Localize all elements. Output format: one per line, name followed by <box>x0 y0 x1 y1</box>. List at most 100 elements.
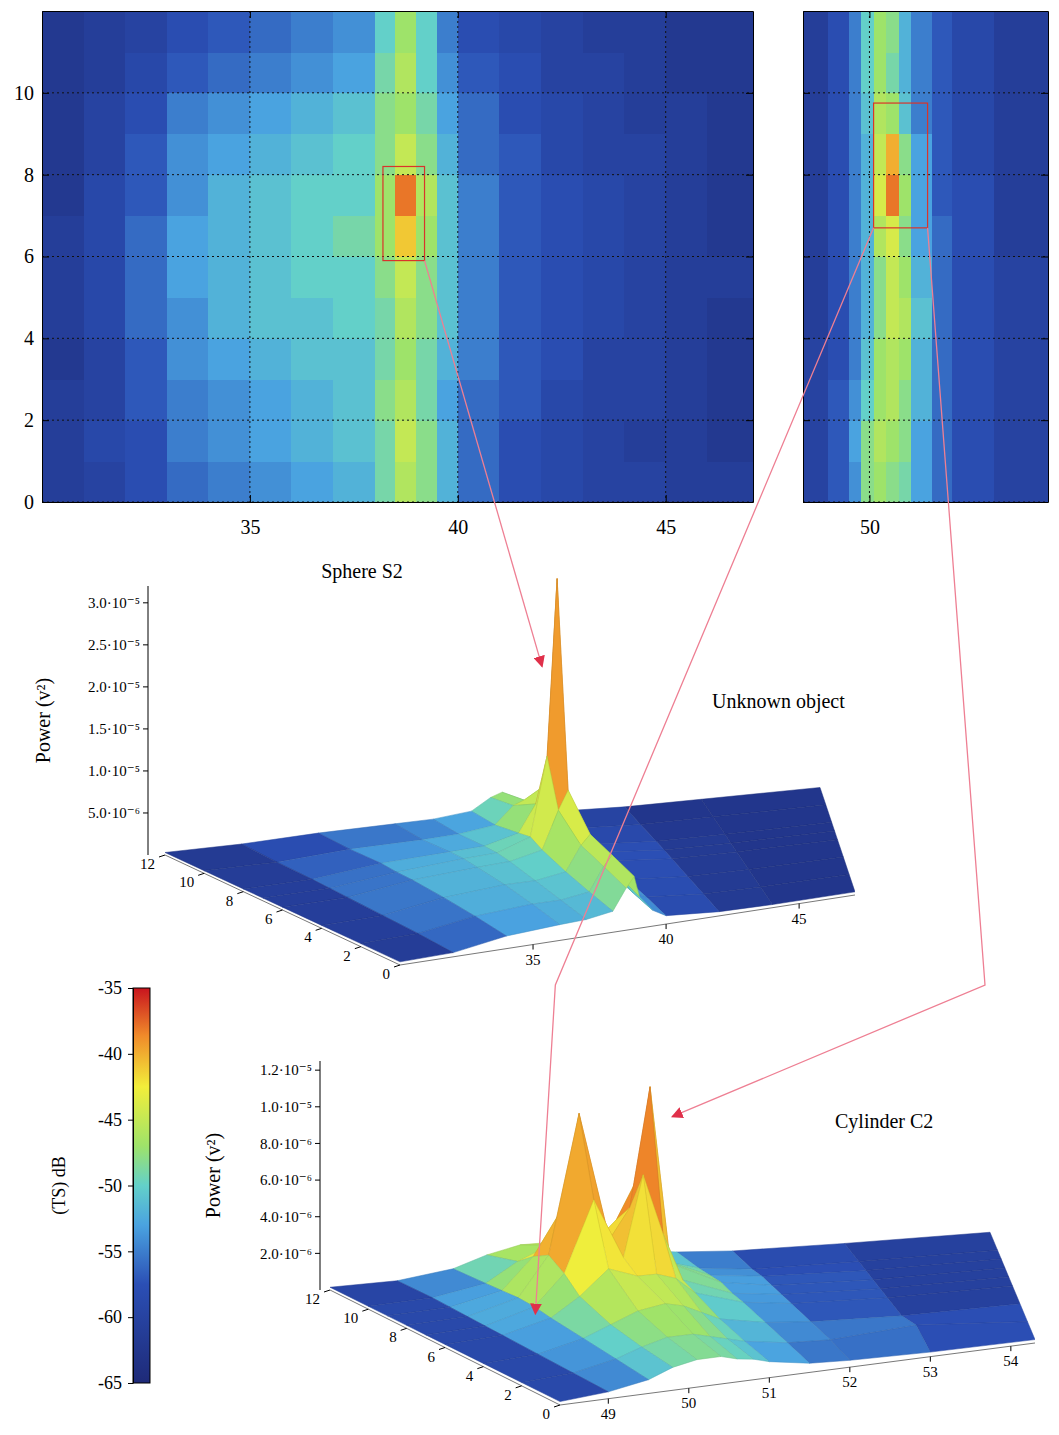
x-axis-top <box>804 11 1049 18</box>
heatmap-cell <box>828 297 849 339</box>
heatmap-cell <box>125 175 167 217</box>
tick-mark <box>458 495 459 502</box>
tick: 6 <box>24 245 49 267</box>
heatmap-cell <box>291 338 333 380</box>
heatmap-cell <box>42 461 84 502</box>
heatmap-cell <box>624 461 666 502</box>
heatmap-cell <box>250 297 292 339</box>
heatmap-cell <box>84 338 126 380</box>
tick <box>803 175 810 176</box>
heatmap-cell <box>849 175 862 217</box>
heatmap-cell <box>861 216 874 258</box>
heatmap-cell <box>333 297 375 339</box>
tick-mark <box>803 93 810 94</box>
heatmap-cell <box>416 257 437 299</box>
heatmap-cell <box>803 420 829 462</box>
colorbar-ramp <box>133 988 150 1383</box>
tick-label: 4 <box>24 327 34 349</box>
tick <box>803 420 810 421</box>
tick-label: 53 <box>923 1364 938 1380</box>
annotation: Unknown object <box>712 690 845 713</box>
y-axis: 0246810 <box>14 12 49 513</box>
heatmap-cell <box>395 11 416 53</box>
tick-mark <box>277 910 283 912</box>
heatmap-cell <box>666 175 708 217</box>
tick-mark <box>315 1253 320 1254</box>
tick-mark <box>869 495 870 502</box>
heatmap-cell <box>333 420 375 462</box>
tick <box>746 93 753 94</box>
axis-title: Power (v²) <box>32 678 55 763</box>
heatmap-cell <box>42 379 84 421</box>
grid <box>803 11 1048 502</box>
heatmap-cell <box>375 216 396 258</box>
heatmap-cell <box>375 93 396 135</box>
tick-mark <box>143 770 148 771</box>
tick-label: 54 <box>1003 1353 1019 1369</box>
tick-label: 12 <box>305 1291 320 1307</box>
heatmap-cell <box>952 134 994 176</box>
tick-mark <box>746 175 753 176</box>
heatmap-cell <box>499 338 541 380</box>
heatmap-cell <box>167 93 209 135</box>
tick-mark <box>803 420 810 421</box>
heatmap-cell <box>333 93 375 135</box>
heatmap-cell <box>208 338 250 380</box>
tick-mark <box>250 11 251 18</box>
tick-mark <box>128 1120 133 1121</box>
tick <box>803 338 810 339</box>
tick: 2 <box>24 409 49 431</box>
tick: 40 <box>448 495 468 538</box>
heatmap-cell <box>250 379 292 421</box>
heatmap-cell <box>911 175 932 217</box>
tick-mark <box>250 495 251 502</box>
heatmap-cell <box>208 175 250 217</box>
tick-label: 10 <box>179 874 194 890</box>
x-axis: 354045 <box>43 495 754 538</box>
heatmap-cell <box>932 93 953 135</box>
heatmap-cell <box>899 11 912 53</box>
heatmap-cell <box>861 52 874 94</box>
tick-label: 4.0·10⁻⁶ <box>260 1209 312 1225</box>
tick-mark <box>128 1054 133 1055</box>
heatmap-panel: 50 <box>803 11 1049 538</box>
heatmap-cell <box>125 52 167 94</box>
heatmap-cell <box>333 216 375 258</box>
tick-label: -65 <box>98 1373 122 1393</box>
heatmap-cell <box>952 93 994 135</box>
heatmap-cell <box>886 175 899 217</box>
axis-title: Power (v²) <box>202 1133 225 1218</box>
heatmap-cell <box>707 134 753 176</box>
heatmap-cell <box>125 134 167 176</box>
axis-line <box>43 11 754 12</box>
tick-mark <box>42 257 49 258</box>
heatmap-cell <box>42 11 84 53</box>
x-axis-top <box>43 11 754 18</box>
heatmap-cell <box>803 216 829 258</box>
heatmap-cell <box>932 216 953 258</box>
heatmap-cell <box>84 52 126 94</box>
heatmap-cell <box>437 175 458 217</box>
heatmap-cell <box>125 338 167 380</box>
heatmap-cell <box>499 297 541 339</box>
heatmap-cell <box>707 93 753 135</box>
heatmap-cell <box>707 11 753 53</box>
tick-label: 1.5·10⁻⁵ <box>88 721 140 737</box>
heatmap-cell <box>395 461 416 502</box>
heatmap-cell <box>666 11 708 53</box>
heatmap-cell <box>707 257 753 299</box>
heatmap-cell <box>437 52 458 94</box>
tick: -45 <box>98 1110 133 1130</box>
heatmap-cell <box>458 93 500 135</box>
tick-label: -55 <box>98 1242 122 1262</box>
heatmap-cell <box>861 93 874 135</box>
tick <box>746 420 753 421</box>
heatmap-cell <box>583 134 625 176</box>
heatmap-cell <box>849 216 862 258</box>
heatmap-cell <box>395 134 416 176</box>
heatmap-cell <box>375 175 396 217</box>
tick-mark <box>143 686 148 687</box>
heatmap-cell <box>84 134 126 176</box>
heatmap-cell <box>291 11 333 53</box>
tick <box>1041 175 1048 176</box>
